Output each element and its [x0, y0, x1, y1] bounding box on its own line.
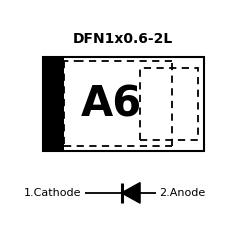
Polygon shape — [122, 182, 140, 203]
Bar — [140, 68, 198, 140]
Text: 1.Cathode: 1.Cathode — [24, 188, 82, 198]
Bar — [43, 57, 64, 151]
Bar — [43, 57, 204, 151]
Text: A6: A6 — [81, 84, 142, 126]
Text: 2.Anode: 2.Anode — [160, 188, 206, 198]
Text: DFN1x0.6-2L: DFN1x0.6-2L — [72, 33, 173, 46]
